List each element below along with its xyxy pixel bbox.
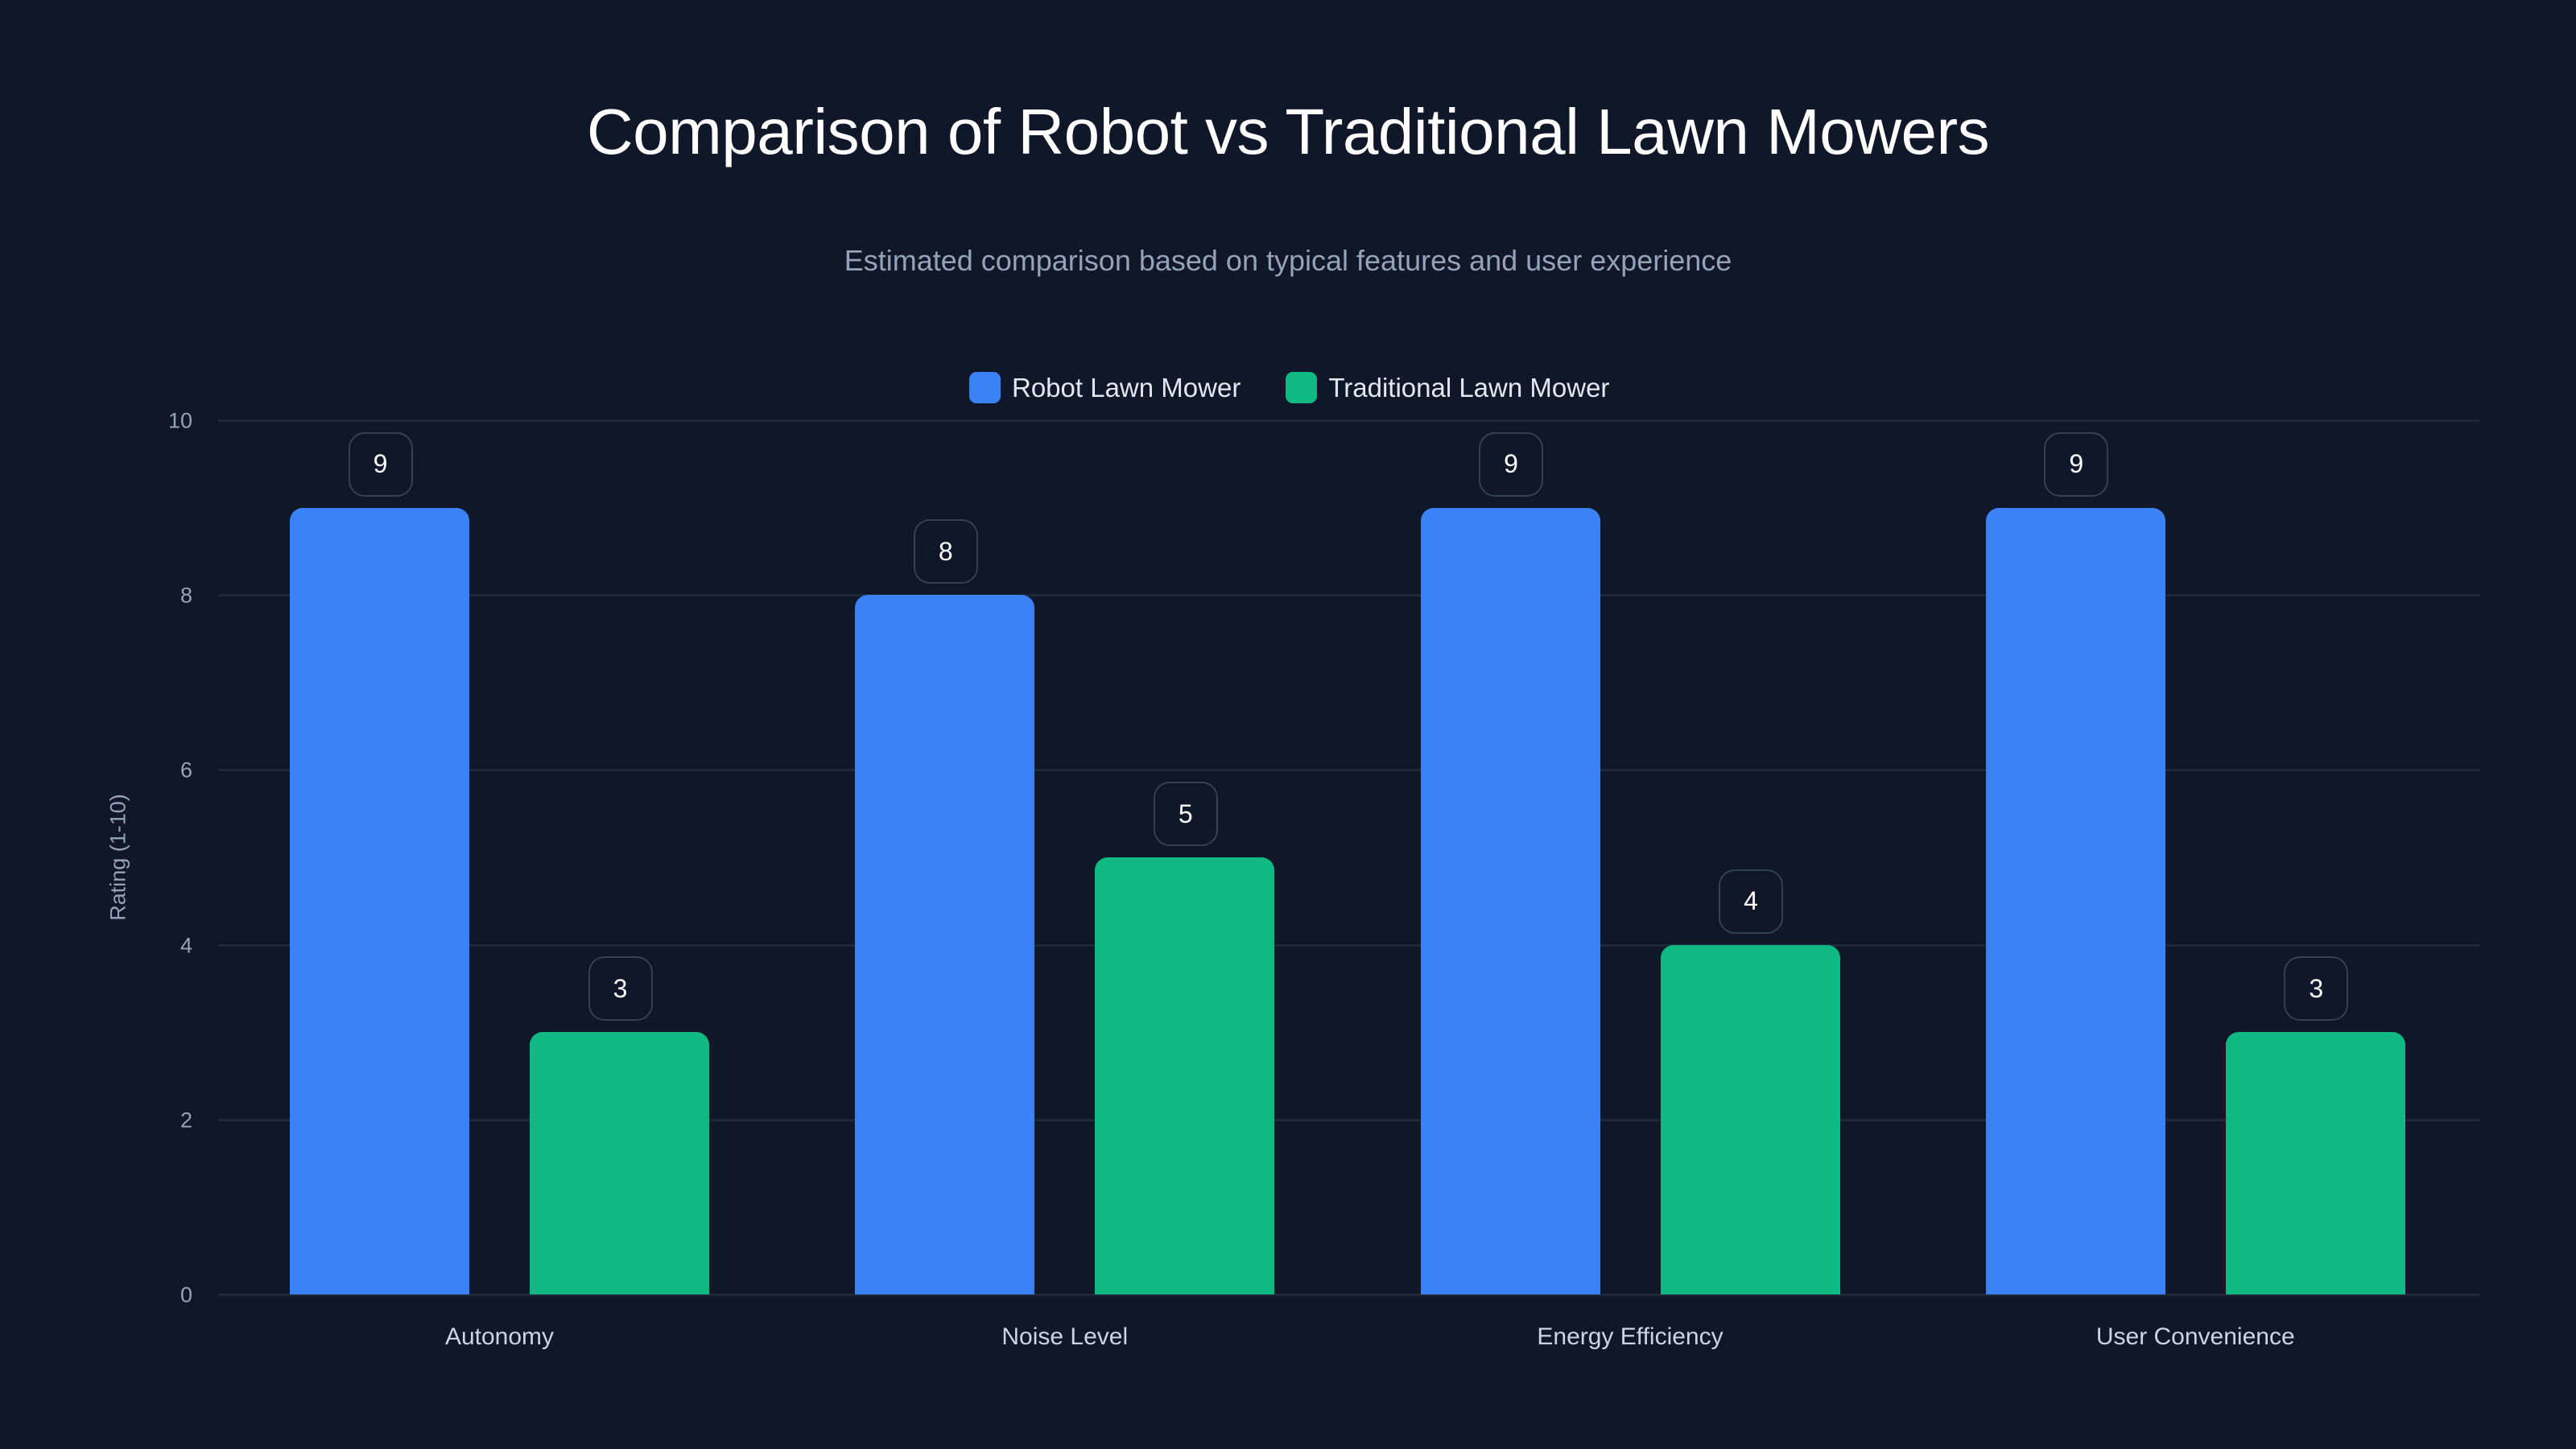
- y-tick-label: 2: [180, 1108, 192, 1133]
- gridline: [218, 943, 2479, 947]
- bar-traditional[interactable]: [1095, 857, 1275, 1294]
- bar-robot[interactable]: [855, 595, 1035, 1294]
- value-label: 3: [588, 956, 653, 1022]
- bar-traditional[interactable]: [2225, 1032, 2405, 1294]
- gridline: [218, 1118, 2479, 1121]
- y-tick-label: 8: [180, 583, 192, 608]
- plot-area: 9 3 8 5 9 4 9 3: [218, 419, 2479, 1296]
- legend-swatch-robot-icon: [969, 372, 1001, 403]
- bar-robot[interactable]: [1985, 507, 2165, 1294]
- value-label: 5: [1153, 782, 1218, 846]
- gridline: [218, 419, 2479, 422]
- x-category-label: Noise Level: [1001, 1323, 1129, 1350]
- x-category-label: Autonomy: [444, 1323, 555, 1350]
- chart-title: Comparison of Robot vs Traditional Lawn …: [586, 96, 1990, 167]
- legend-label: Traditional Lawn Mower: [1328, 372, 1610, 402]
- bar-traditional[interactable]: [530, 1032, 709, 1294]
- bar-traditional[interactable]: [1660, 944, 1840, 1294]
- x-category-label: User Convenience: [2095, 1323, 2295, 1350]
- x-category-label: Energy Efficiency: [1537, 1323, 1724, 1350]
- bar-robot[interactable]: [1420, 507, 1600, 1294]
- value-label: 9: [1479, 431, 1543, 497]
- value-label: 3: [2284, 956, 2349, 1022]
- value-label: 9: [348, 431, 413, 497]
- value-label: 9: [2044, 431, 2109, 497]
- y-tick-label: 4: [180, 933, 192, 958]
- y-tick-label: 0: [180, 1282, 192, 1307]
- legend-item-traditional[interactable]: Traditional Lawn Mower: [1286, 372, 1609, 403]
- gridline: [218, 1294, 2479, 1296]
- value-label: 8: [913, 519, 978, 584]
- y-tick-label: 10: [167, 408, 192, 433]
- bar-robot[interactable]: [290, 507, 469, 1294]
- legend: Robot Lawn Mower Traditional Lawn Mower: [969, 372, 1654, 403]
- chart-subtitle: Estimated comparison based on typical fe…: [844, 244, 1732, 277]
- legend-item-robot[interactable]: Robot Lawn Mower: [969, 372, 1241, 403]
- legend-label: Robot Lawn Mower: [1012, 372, 1241, 402]
- legend-swatch-traditional-icon: [1286, 372, 1318, 403]
- gridline: [218, 769, 2479, 772]
- gridline: [218, 594, 2479, 597]
- y-tick-label: 6: [180, 758, 192, 782]
- value-label: 4: [1719, 869, 1783, 934]
- y-axis-title: Rating (1-10): [105, 794, 130, 921]
